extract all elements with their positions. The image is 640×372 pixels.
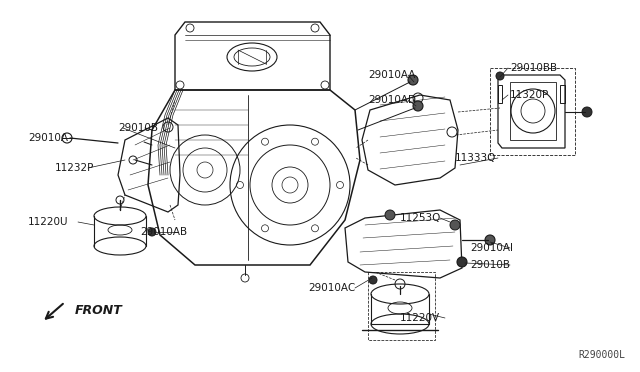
Text: 29010AD: 29010AD (368, 95, 416, 105)
Circle shape (457, 257, 467, 267)
Text: 29010A: 29010A (28, 133, 68, 143)
Text: 29010AC: 29010AC (308, 283, 355, 293)
Text: 11232P: 11232P (55, 163, 94, 173)
Text: 11220U: 11220U (28, 217, 68, 227)
Text: 29010AI: 29010AI (470, 243, 513, 253)
Circle shape (496, 72, 504, 80)
Text: 29010AB: 29010AB (140, 227, 187, 237)
Text: 29010AA: 29010AA (368, 70, 415, 80)
Circle shape (413, 101, 423, 111)
Circle shape (408, 75, 418, 85)
Text: 29010B: 29010B (118, 123, 158, 133)
Text: 11220V: 11220V (400, 313, 440, 323)
Text: 29010BB: 29010BB (510, 63, 557, 73)
Text: R290000L: R290000L (578, 350, 625, 360)
Circle shape (369, 276, 377, 284)
Text: 11253Q: 11253Q (400, 213, 442, 223)
Circle shape (450, 220, 460, 230)
Text: 11333Q: 11333Q (455, 153, 497, 163)
Text: 11320P: 11320P (510, 90, 549, 100)
Text: FRONT: FRONT (75, 304, 123, 317)
Circle shape (385, 210, 395, 220)
Text: 29010B: 29010B (470, 260, 510, 270)
Circle shape (485, 235, 495, 245)
Circle shape (148, 228, 156, 236)
Circle shape (582, 107, 592, 117)
